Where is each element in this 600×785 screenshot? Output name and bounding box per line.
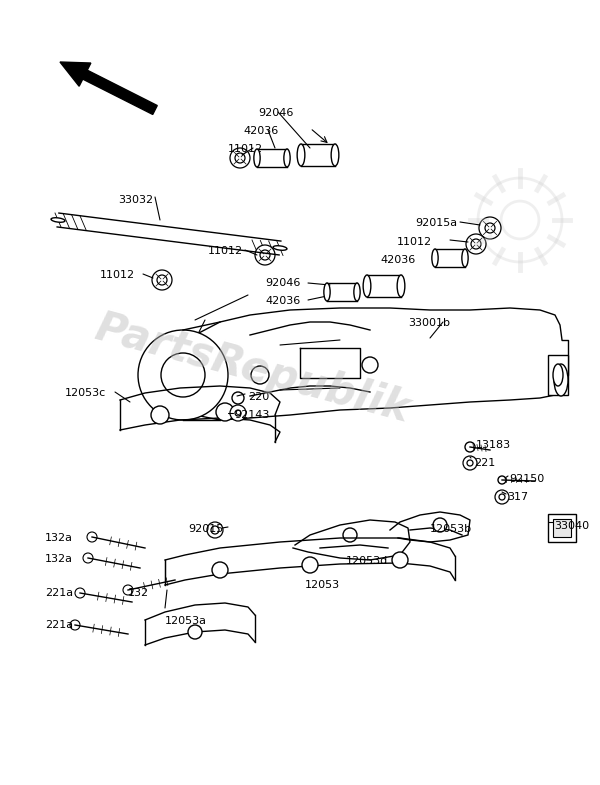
Text: 11012: 11012 — [397, 237, 432, 247]
Circle shape — [230, 148, 250, 168]
Circle shape — [161, 353, 205, 397]
Ellipse shape — [273, 246, 287, 250]
Circle shape — [498, 476, 506, 484]
Text: PartsRepublik: PartsRepublik — [90, 307, 414, 431]
Text: 33032: 33032 — [118, 195, 153, 205]
Bar — [435, 249, 465, 267]
Circle shape — [123, 585, 133, 595]
Circle shape — [471, 239, 481, 249]
Text: 12053a: 12053a — [165, 616, 207, 626]
Circle shape — [230, 405, 246, 421]
Text: 12053c: 12053c — [65, 388, 106, 398]
Text: 33040: 33040 — [554, 521, 589, 531]
Circle shape — [433, 518, 447, 532]
Ellipse shape — [462, 249, 468, 267]
Circle shape — [467, 460, 473, 466]
Text: 132a: 132a — [45, 533, 73, 543]
Circle shape — [495, 490, 509, 504]
Circle shape — [188, 625, 202, 639]
Text: 92015: 92015 — [188, 524, 223, 534]
Circle shape — [83, 553, 93, 563]
Bar — [257, 149, 287, 167]
Ellipse shape — [51, 217, 65, 222]
Circle shape — [302, 557, 318, 573]
Circle shape — [207, 522, 223, 538]
Circle shape — [87, 532, 97, 542]
Circle shape — [343, 528, 357, 542]
Text: 42036: 42036 — [265, 296, 300, 306]
Circle shape — [235, 410, 241, 416]
Text: 221a: 221a — [45, 588, 73, 598]
Circle shape — [251, 366, 269, 384]
Circle shape — [138, 330, 228, 420]
Circle shape — [211, 526, 219, 534]
Circle shape — [212, 562, 228, 578]
Bar — [553, 519, 571, 537]
Ellipse shape — [432, 249, 438, 267]
Ellipse shape — [297, 144, 305, 166]
Circle shape — [255, 245, 275, 265]
Text: 42036: 42036 — [380, 255, 415, 265]
Text: 12053b: 12053b — [430, 524, 472, 534]
Circle shape — [260, 250, 270, 260]
Text: 13183: 13183 — [476, 440, 511, 450]
Bar — [301, 144, 335, 166]
Ellipse shape — [284, 149, 290, 167]
Text: 132: 132 — [128, 588, 149, 598]
Text: 92150: 92150 — [509, 474, 544, 484]
Circle shape — [466, 234, 486, 254]
Text: 132a: 132a — [45, 554, 73, 564]
Text: 92015a: 92015a — [415, 218, 457, 228]
Circle shape — [499, 494, 505, 500]
Text: 12053: 12053 — [305, 580, 340, 590]
Text: 221a: 221a — [45, 620, 73, 630]
Ellipse shape — [553, 364, 563, 386]
Text: 42036: 42036 — [243, 126, 278, 136]
Ellipse shape — [324, 283, 330, 301]
Circle shape — [485, 223, 495, 233]
Bar — [548, 514, 576, 542]
Text: 220: 220 — [248, 392, 269, 402]
Ellipse shape — [331, 144, 339, 166]
Polygon shape — [57, 213, 281, 255]
Text: 11012: 11012 — [100, 270, 135, 280]
Circle shape — [463, 456, 477, 470]
Text: 92046: 92046 — [265, 278, 301, 288]
Ellipse shape — [254, 149, 260, 167]
Ellipse shape — [363, 275, 371, 297]
Text: 92046: 92046 — [258, 108, 293, 118]
Circle shape — [216, 403, 234, 421]
FancyArrow shape — [60, 62, 157, 115]
Circle shape — [362, 357, 378, 373]
Text: 317: 317 — [507, 492, 528, 502]
Bar — [548, 355, 568, 395]
Text: 12053d: 12053d — [346, 556, 388, 566]
Bar — [327, 283, 357, 301]
Text: 221: 221 — [474, 458, 495, 468]
Circle shape — [392, 552, 408, 568]
Circle shape — [465, 442, 475, 452]
Ellipse shape — [554, 364, 568, 396]
Circle shape — [70, 620, 80, 630]
Bar — [367, 275, 401, 297]
Text: 92143: 92143 — [234, 410, 269, 420]
Circle shape — [232, 392, 244, 404]
Circle shape — [479, 217, 501, 239]
Circle shape — [152, 270, 172, 290]
Circle shape — [75, 588, 85, 598]
Circle shape — [235, 153, 245, 163]
Circle shape — [157, 275, 167, 285]
Text: 11012: 11012 — [228, 144, 263, 154]
Ellipse shape — [397, 275, 405, 297]
Text: 33001b: 33001b — [408, 318, 450, 328]
Ellipse shape — [354, 283, 360, 301]
Circle shape — [151, 406, 169, 424]
Text: 11012: 11012 — [208, 246, 243, 256]
